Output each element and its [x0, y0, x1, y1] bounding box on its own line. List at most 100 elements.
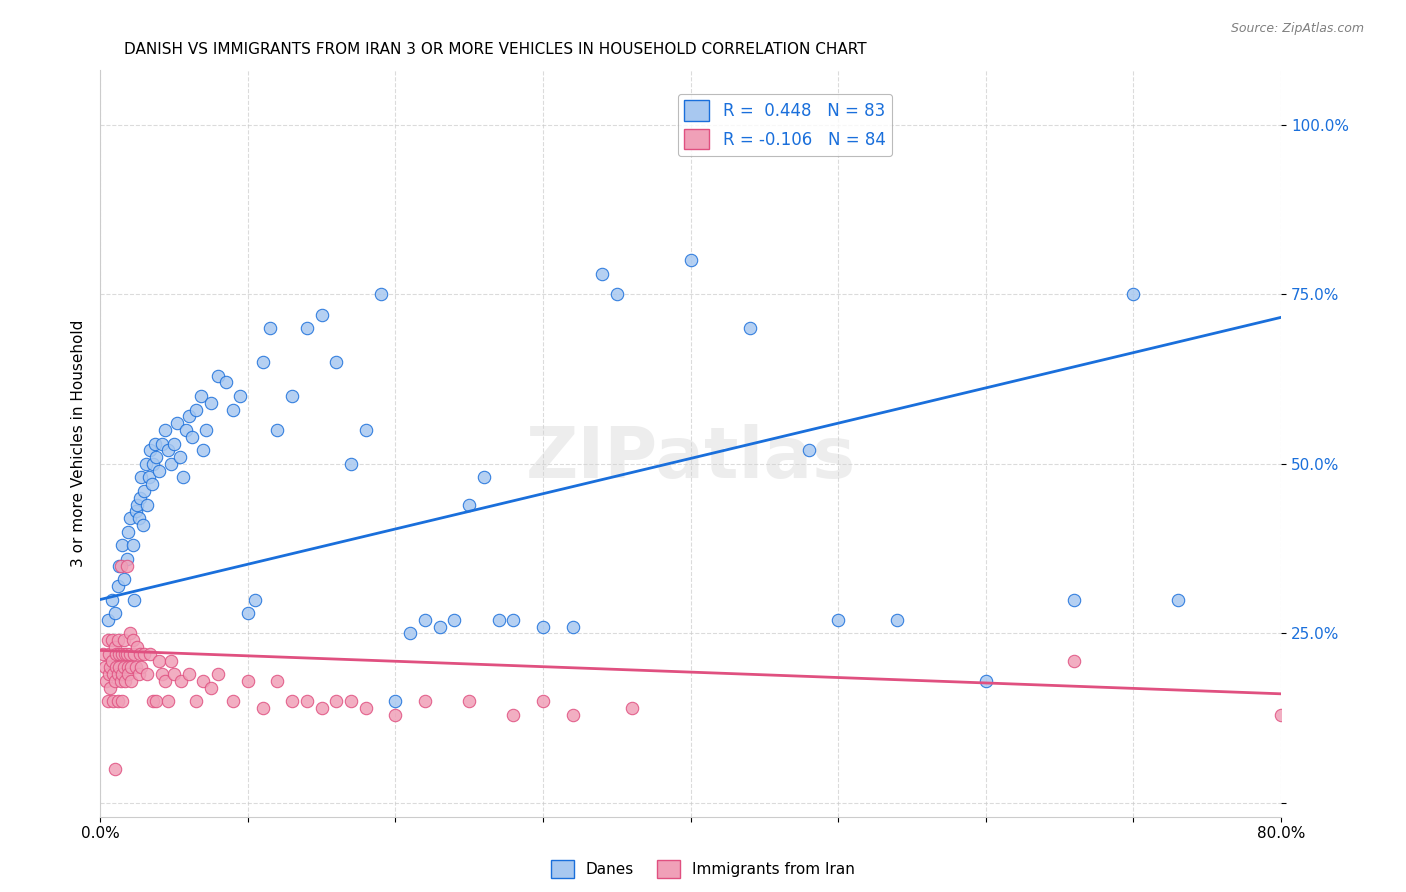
Point [115, 647, 138, 661]
Point [104, 640, 127, 654]
Point [142, 694, 165, 708]
Point [128, 511, 150, 525]
Point [131, 660, 153, 674]
Point [135, 457, 157, 471]
Point [354, 423, 377, 437]
Point [200, 681, 222, 695]
Point [193, 673, 215, 688]
Point [157, 694, 180, 708]
Point [114, 647, 136, 661]
Point [98, 667, 121, 681]
Point [112, 660, 135, 674]
Point [134, 483, 156, 498]
Point [101, 592, 124, 607]
Point [117, 660, 139, 674]
Point [606, 287, 628, 301]
Point [115, 551, 138, 566]
Point [200, 396, 222, 410]
Point [107, 667, 129, 681]
Point [139, 443, 162, 458]
Point [125, 498, 148, 512]
Point [120, 673, 142, 688]
Point [222, 694, 245, 708]
Point [591, 267, 613, 281]
Point [620, 701, 643, 715]
Point [96, 613, 118, 627]
Text: ZIPatlas: ZIPatlas [526, 424, 856, 493]
Point [136, 498, 159, 512]
Point [827, 613, 849, 627]
Point [177, 409, 200, 424]
Point [679, 253, 702, 268]
Point [148, 464, 170, 478]
Point [107, 694, 129, 708]
Point [166, 416, 188, 430]
Legend: R =  0.448   N = 83, R = -0.106   N = 84: R = 0.448 N = 83, R = -0.106 N = 84 [678, 94, 893, 156]
Point [325, 694, 347, 708]
Point [128, 667, 150, 681]
Point [118, 626, 141, 640]
Point [531, 694, 554, 708]
Point [311, 701, 333, 715]
Point [1167, 592, 1189, 607]
Point [384, 694, 406, 708]
Point [1063, 654, 1085, 668]
Text: Source: ZipAtlas.com: Source: ZipAtlas.com [1230, 22, 1364, 36]
Point [974, 673, 997, 688]
Point [281, 694, 304, 708]
Point [141, 477, 163, 491]
Point [214, 376, 236, 390]
Point [104, 606, 127, 620]
Point [145, 694, 167, 708]
Point [120, 660, 142, 674]
Point [413, 613, 436, 627]
Point [160, 457, 183, 471]
Point [738, 321, 761, 335]
Point [129, 491, 152, 505]
Point [153, 673, 176, 688]
Point [117, 667, 139, 681]
Point [169, 450, 191, 464]
Point [502, 613, 524, 627]
Point [295, 694, 318, 708]
Point [150, 667, 173, 681]
Point [243, 592, 266, 607]
Point [180, 430, 202, 444]
Point [311, 308, 333, 322]
Point [96, 694, 118, 708]
Point [413, 694, 436, 708]
Point [488, 613, 510, 627]
Point [111, 647, 134, 661]
Point [104, 673, 127, 688]
Point [124, 504, 146, 518]
Point [105, 647, 128, 661]
Point [111, 667, 134, 681]
Point [252, 701, 274, 715]
Point [110, 673, 132, 688]
Point [138, 470, 160, 484]
Text: DANISH VS IMMIGRANTS FROM IRAN 3 OR MORE VEHICLES IN HOUSEHOLD CORRELATION CHART: DANISH VS IMMIGRANTS FROM IRAN 3 OR MORE… [124, 42, 866, 57]
Point [108, 660, 131, 674]
Point [195, 423, 218, 437]
Point [502, 707, 524, 722]
Point [384, 707, 406, 722]
Point [100, 660, 122, 674]
Point [193, 443, 215, 458]
Point [125, 640, 148, 654]
Point [139, 647, 162, 661]
Point [104, 762, 127, 776]
Point [229, 389, 252, 403]
Point [112, 572, 135, 586]
Point [458, 498, 481, 512]
Point [98, 647, 121, 661]
Point [117, 524, 139, 539]
Point [110, 558, 132, 573]
Point [96, 633, 118, 648]
Point [184, 402, 207, 417]
Legend: Danes, Immigrants from Iran: Danes, Immigrants from Iran [544, 854, 862, 884]
Point [177, 667, 200, 681]
Point [886, 613, 908, 627]
Point [399, 626, 422, 640]
Point [115, 558, 138, 573]
Point [134, 647, 156, 661]
